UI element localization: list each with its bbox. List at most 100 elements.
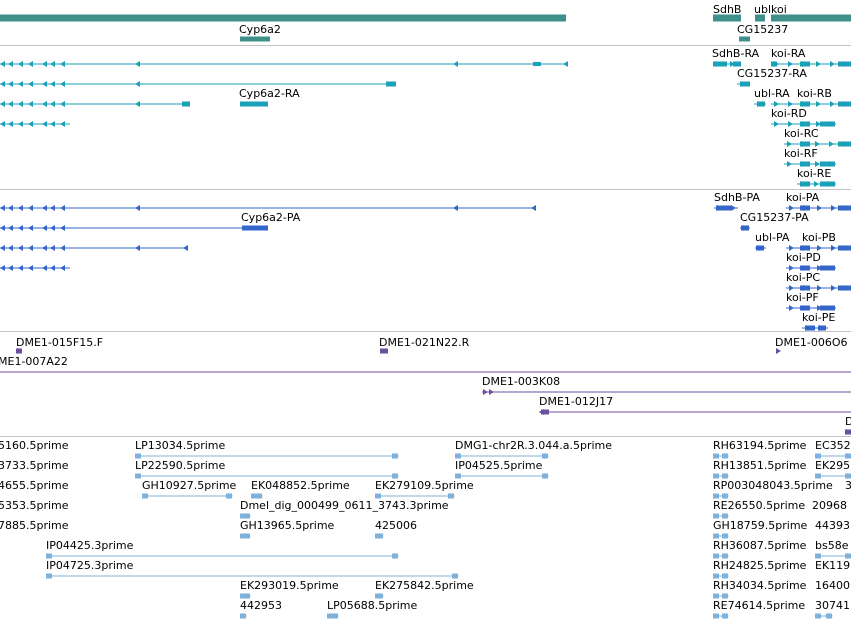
- est-label[interactable]: RH13851.5prime: [713, 459, 807, 472]
- clone-label[interactable]: ME1-007A22: [0, 355, 68, 368]
- transcript-label[interactable]: ubl-PA: [755, 231, 790, 244]
- est-label[interactable]: 44393: [815, 519, 850, 532]
- clone-label[interactable]: D: [845, 415, 851, 428]
- est-label[interactable]: bs58e: [815, 539, 849, 552]
- strand-arrow: [50, 121, 55, 127]
- transcript-label[interactable]: Cyp6a2-PA: [241, 211, 301, 224]
- strand-arrow: [815, 141, 820, 147]
- est-label[interactable]: 30741: [815, 599, 850, 612]
- strand-arrow: [394, 453, 399, 459]
- transcript-label[interactable]: CG15237-PA: [740, 211, 809, 224]
- est-label[interactable]: DMG1-chr2R.3.044.a.5prime: [455, 439, 613, 452]
- strand-arrow: [50, 225, 55, 231]
- transcript-label[interactable]: koi-PA: [786, 191, 820, 204]
- est-label[interactable]: IP04425.3prime: [46, 539, 134, 552]
- strand-arrow: [453, 205, 458, 211]
- est-label[interactable]: 4655.5prime: [0, 479, 69, 492]
- est-label[interactable]: EK119: [815, 559, 851, 572]
- est-label[interactable]: LP22590.5prime: [135, 459, 226, 472]
- est-label[interactable]: IP04525.5prime: [455, 459, 543, 472]
- est-label[interactable]: RH34034.5prime: [713, 579, 807, 592]
- strand-arrow: [731, 205, 736, 211]
- est-label[interactable]: 16400: [815, 579, 850, 592]
- transcript-label[interactable]: koi-RB: [797, 87, 832, 100]
- est-label[interactable]: RP003048043.5prime: [713, 479, 833, 492]
- exon-block: [713, 533, 719, 539]
- transcript-label[interactable]: koi-PD: [786, 251, 821, 264]
- strand-arrow: [60, 225, 65, 231]
- strand-arrow: [18, 61, 23, 67]
- gene-label[interactable]: Cyp6a2: [239, 23, 281, 36]
- est-label[interactable]: 5353.5prime: [0, 499, 69, 512]
- clone-label[interactable]: DME1-006O6: [775, 336, 848, 349]
- strand-arrow: [801, 141, 806, 147]
- exon-block: [46, 573, 52, 579]
- est-label[interactable]: RH24825.5prime: [713, 559, 807, 572]
- transcript-label[interactable]: koi-PC: [786, 271, 821, 284]
- transcript-label[interactable]: koi-PE: [802, 311, 836, 324]
- strand-arrow: [135, 101, 140, 107]
- transcript-label[interactable]: koi-PF: [786, 291, 819, 304]
- strand-arrow: [135, 61, 140, 67]
- transcript-label[interactable]: koi-PB: [802, 231, 836, 244]
- est-label[interactable]: LP05688.5prime: [327, 599, 418, 612]
- est-label[interactable]: GH10927.5prime: [142, 479, 237, 492]
- strand-arrow: [242, 613, 247, 619]
- est-label[interactable]: 20968: [812, 499, 847, 512]
- est-label[interactable]: 5160.5prime: [0, 439, 69, 452]
- transcript-label[interactable]: Cyp6a2-RA: [239, 87, 300, 100]
- est-label[interactable]: RH36087.5prime: [713, 539, 807, 552]
- transcript-label[interactable]: koi-RE: [797, 167, 832, 180]
- strand-arrow: [776, 348, 781, 354]
- est-label[interactable]: EK048852.5prime: [251, 479, 350, 492]
- transcript-label[interactable]: koi-RA: [771, 47, 806, 60]
- est-label[interactable]: EK279109.5prime: [375, 479, 474, 492]
- strand-arrow: [803, 265, 808, 271]
- strand-arrow: [789, 205, 794, 211]
- gene-label[interactable]: ubl: [754, 3, 772, 16]
- transcript-label[interactable]: koi-RF: [784, 147, 818, 160]
- est-label[interactable]: 425006: [375, 519, 417, 532]
- est-label[interactable]: 3: [845, 479, 851, 492]
- strand-arrow: [788, 121, 793, 127]
- est-label[interactable]: RE26550.5prime: [713, 499, 806, 512]
- strand-arrow: [379, 533, 384, 539]
- strand-arrow: [50, 245, 55, 251]
- est-label[interactable]: LP13034.5prime: [135, 439, 226, 452]
- est-label[interactable]: EK293019.5prime: [240, 579, 339, 592]
- transcript-label[interactable]: koi-RC: [784, 127, 819, 140]
- est-label[interactable]: EC352: [815, 439, 851, 452]
- est-label[interactable]: EK295: [815, 459, 851, 472]
- est-label[interactable]: GH18759.5prime: [713, 519, 808, 532]
- gene-label[interactable]: SdhB: [713, 3, 742, 16]
- est-label[interactable]: 442953: [240, 599, 282, 612]
- est-label[interactable]: 3733.5prime: [0, 459, 69, 472]
- exon-block: [713, 513, 719, 519]
- transcript-label[interactable]: CG15237-RA: [737, 67, 807, 80]
- est-label[interactable]: RH63194.5prime: [713, 439, 807, 452]
- exon-block: [713, 553, 719, 559]
- est-label[interactable]: 7885.5prime: [0, 519, 69, 532]
- strand-arrow: [8, 121, 13, 127]
- est-label[interactable]: IP04725.3prime: [46, 559, 134, 572]
- gene-label[interactable]: koi: [771, 3, 787, 16]
- clone-label[interactable]: DME1-003K08: [482, 375, 561, 388]
- transcript-label[interactable]: SdhB-PA: [714, 191, 760, 204]
- transcript-label[interactable]: ubl-RA: [754, 87, 790, 100]
- est-label[interactable]: GH13965.5prime: [240, 519, 335, 532]
- est-label[interactable]: Dmel_dig_000499_0611_3743.3prime: [240, 499, 449, 512]
- exon-block: [838, 245, 851, 251]
- clone-label[interactable]: DME1-021N22.R: [379, 336, 470, 349]
- strand-arrow: [0, 245, 5, 251]
- clone-label[interactable]: DME1-015F15.F: [16, 336, 104, 349]
- transcript-label[interactable]: koi-RD: [771, 107, 807, 120]
- gene-label[interactable]: CG15237: [737, 23, 789, 36]
- strand-arrow: [8, 225, 13, 231]
- clone-label[interactable]: DME1-012J17: [539, 395, 614, 408]
- est-label[interactable]: RE74614.5prime: [713, 599, 806, 612]
- transcript-label[interactable]: SdhB-RA: [712, 47, 760, 60]
- est-label[interactable]: EK275842.5prime: [375, 579, 474, 592]
- strand-arrow: [788, 61, 793, 67]
- strand-arrow: [8, 265, 13, 271]
- strand-arrow: [60, 101, 65, 107]
